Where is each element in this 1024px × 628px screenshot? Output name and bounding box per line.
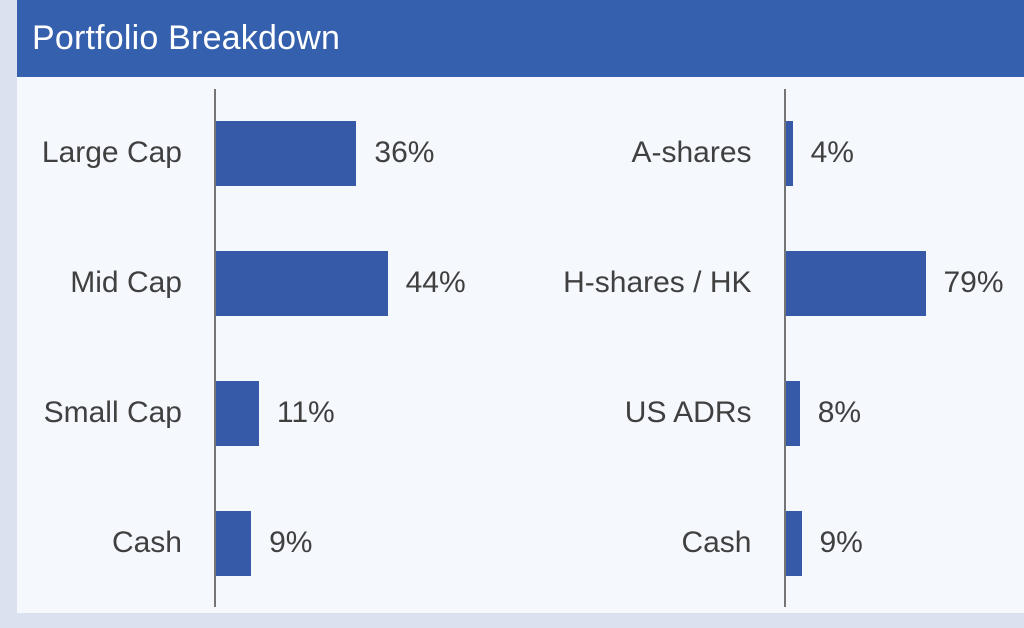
category-label: Small Cap <box>43 396 182 429</box>
bar <box>216 380 259 446</box>
chart-row: Small Cap 11% <box>17 348 521 478</box>
bar <box>785 510 802 576</box>
value-label: 79% <box>943 266 1004 299</box>
category-label: Large Cap <box>41 136 182 169</box>
value-label: 11% <box>276 396 335 429</box>
slide-card: Portfolio Breakdown Large Cap 36% Mid Cap 4… <box>17 0 1024 613</box>
bar <box>785 120 793 186</box>
bar <box>216 120 357 186</box>
value-label: 36% <box>374 136 435 169</box>
bar-chart-share-class: A-shares 4% H-shares / HK 79% US ADRs 8% Cash 9… <box>521 77 1024 613</box>
axis-line <box>214 89 216 607</box>
value-label: 9% <box>819 526 863 559</box>
title-bar: Portfolio Breakdown <box>17 0 1024 77</box>
chart-row: Mid Cap 44% <box>17 218 521 348</box>
category-label: Cash <box>111 526 182 559</box>
category-label: A-shares <box>631 136 752 169</box>
value-label: 9% <box>269 526 313 559</box>
category-label: Cash <box>681 526 752 559</box>
bar <box>216 250 388 316</box>
chart-row: US ADRs 8% <box>521 348 1024 478</box>
chart-panel: Large Cap 36% Mid Cap 44% Small Cap 11% Cash 9%… <box>17 77 1024 613</box>
category-label: H-shares / HK <box>563 266 752 299</box>
chart-row: Cash 9% <box>17 478 521 608</box>
bar-chart-market-cap: Large Cap 36% Mid Cap 44% Small Cap 11% Cash 9% <box>17 77 521 613</box>
category-label: Mid Cap <box>70 266 182 299</box>
chart-row: Cash 9% <box>521 478 1024 608</box>
chart-row: Large Cap 36% <box>17 88 521 218</box>
bar <box>785 380 800 446</box>
value-label: 44% <box>405 266 466 299</box>
chart-row: A-shares 4% <box>521 88 1024 218</box>
axis-line <box>783 89 786 607</box>
value-label: 8% <box>817 396 862 429</box>
page-title: Portfolio Breakdown <box>32 19 341 57</box>
category-label: US ADRs <box>624 396 752 429</box>
bar <box>216 510 252 576</box>
chart-row: H-shares / HK 79% <box>521 218 1024 348</box>
value-label: 4% <box>810 136 854 169</box>
bar <box>785 250 926 316</box>
